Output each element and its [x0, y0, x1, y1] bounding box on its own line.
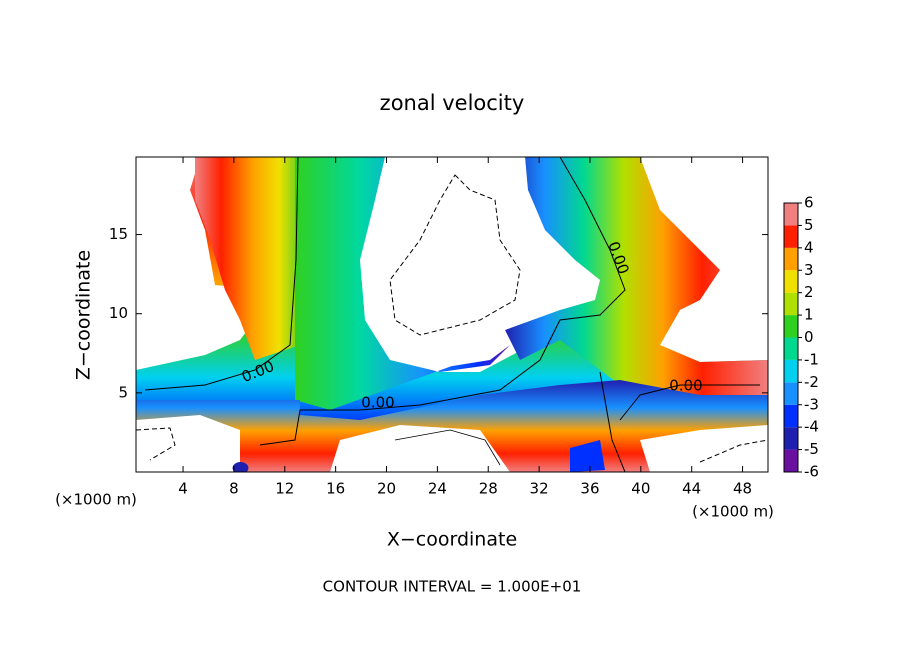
x-tick-label: 48 — [733, 480, 752, 498]
colorbar-swatch — [784, 359, 798, 383]
colorbar-swatch — [784, 225, 798, 248]
colorbar-label: 6 — [804, 194, 814, 212]
colorbar-label: -2 — [804, 373, 819, 391]
colorbar-swatch — [784, 404, 798, 428]
y-axis-label: Z−coordinate — [73, 250, 95, 380]
colorbar-swatch — [784, 449, 798, 472]
x-tick-label: 20 — [377, 480, 396, 498]
x-tick-label: 32 — [530, 480, 549, 498]
x-tick-label: 44 — [682, 480, 701, 498]
contour-label: 0.00 — [669, 377, 702, 395]
plot-frame — [135, 156, 769, 473]
colorbar-swatch — [784, 247, 798, 271]
colorbar-swatch — [784, 270, 798, 293]
x-tick-label: 36 — [580, 480, 599, 498]
colorbar-label: -3 — [804, 395, 819, 413]
x-tick-label: 8 — [229, 480, 239, 498]
colorbar-label: 0 — [804, 328, 814, 346]
colorbar-label: 3 — [804, 261, 814, 279]
contour-label: 0.00 — [361, 394, 394, 412]
colorbar-label: -5 — [804, 440, 819, 458]
colorbar-swatch — [784, 203, 798, 226]
x-unit-left: (×1000 m) — [55, 491, 137, 509]
colorbar-swatch — [784, 315, 798, 338]
colorbar-label: -4 — [804, 418, 819, 436]
contour-interval-note: CONTOUR INTERVAL = 1.000E+01 — [323, 578, 582, 596]
x-tick-label: 12 — [275, 480, 294, 498]
colorbar-swatch — [784, 337, 798, 360]
colorbar-label: -1 — [804, 350, 819, 368]
colorbar-swatch — [784, 292, 798, 316]
colorbar-label: 1 — [804, 306, 814, 324]
x-tick-label: 24 — [428, 480, 447, 498]
colorbar-swatch — [784, 427, 798, 450]
colorbar-label: 5 — [804, 216, 814, 234]
x-tick-label: 16 — [326, 480, 345, 498]
field — [136, 157, 768, 472]
x-tick-label: 40 — [631, 480, 650, 498]
y-tick-label: 15 — [109, 225, 128, 243]
x-unit-right: (×1000 m) — [692, 503, 774, 521]
y-tick-label: 10 — [109, 304, 128, 322]
x-tick-label: 28 — [479, 480, 498, 498]
y-tick-label: 5 — [118, 383, 128, 401]
chart-title: zonal velocity — [380, 91, 525, 115]
x-axis-label: X−coordinate — [387, 529, 517, 551]
colorbar-label: -6 — [804, 463, 819, 481]
colorbar-swatch — [784, 382, 798, 405]
x-tick-label: 4 — [178, 480, 188, 498]
colorbar-label: 2 — [804, 283, 814, 301]
colorbar-label: 4 — [804, 238, 814, 256]
